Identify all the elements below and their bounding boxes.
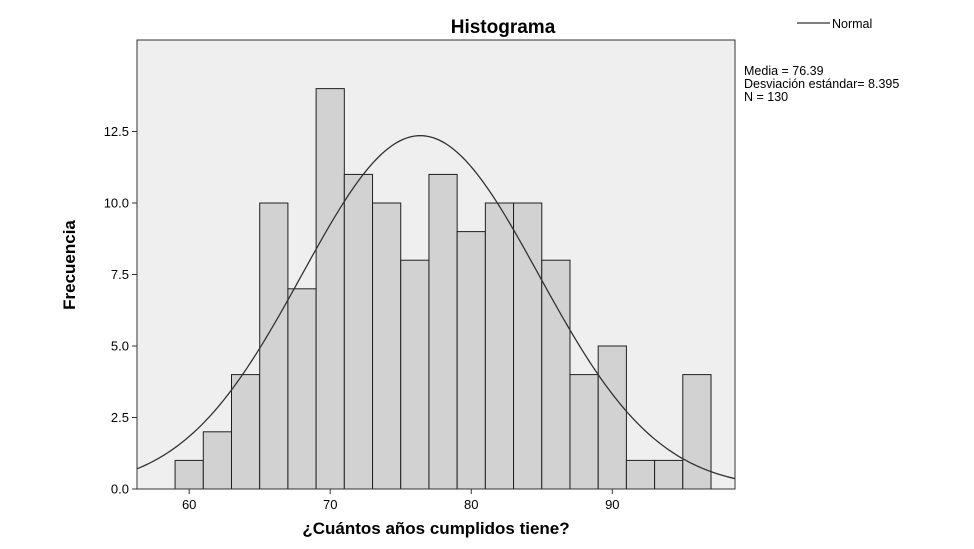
- histogram-bar-10: [456, 231, 486, 490]
- x-tick-label: 80: [464, 497, 478, 512]
- y-tick-label: 5.0: [111, 339, 129, 354]
- histogram-bar-2: [230, 374, 261, 490]
- histogram-bar-16: [625, 459, 656, 490]
- histogram-bar-5: [315, 88, 345, 490]
- y-axis-label: Frecuencia: [60, 220, 79, 310]
- histogram-bar-17: [654, 459, 684, 490]
- legend: Normal: [797, 17, 872, 31]
- histogram-bar-18: [682, 374, 712, 490]
- x-tick-label: 60: [182, 497, 196, 512]
- x-tick-label: 90: [605, 497, 619, 512]
- chart-title: Histograma: [451, 17, 556, 38]
- y-tick-label: 10.0: [104, 196, 129, 211]
- x-tick-label: 70: [323, 497, 337, 512]
- histogram-bar-8: [400, 259, 430, 490]
- histogram-bar-3: [259, 202, 289, 490]
- x-axis-label: ¿Cuántos años cumplidos tiene?: [302, 519, 569, 538]
- histogram-bar-11: [484, 202, 515, 490]
- y-tick-label: 2.5: [111, 410, 129, 425]
- histogram-bar-0: [174, 459, 204, 490]
- histogram-bar-7: [372, 202, 402, 490]
- histogram-bar-12: [513, 202, 543, 490]
- histogram-bar-15: [597, 345, 627, 490]
- histogram-bar-4: [287, 288, 317, 490]
- normal-curve: [136, 134, 736, 480]
- stat-n: N = 130: [744, 90, 788, 104]
- y-tick-label: 12.5: [104, 124, 129, 139]
- stats-box: Media = 76.39 Desviación estándar= 8.395…: [744, 64, 899, 104]
- y-tick-label: 7.5: [111, 267, 129, 282]
- stat-mean: Media = 76.39: [744, 64, 824, 78]
- histogram-bar-1: [202, 431, 232, 490]
- plot-frame: [136, 39, 736, 490]
- histogram-bar-9: [428, 173, 458, 490]
- histogram-bar-13: [541, 259, 571, 490]
- histogram-bar-6: [343, 173, 374, 490]
- legend-label-normal: Normal: [832, 17, 872, 31]
- stat-std-dev: Desviación estándar= 8.395: [744, 77, 899, 91]
- y-tick-label: 0.0: [111, 482, 129, 497]
- histogram-bar-14: [569, 374, 599, 490]
